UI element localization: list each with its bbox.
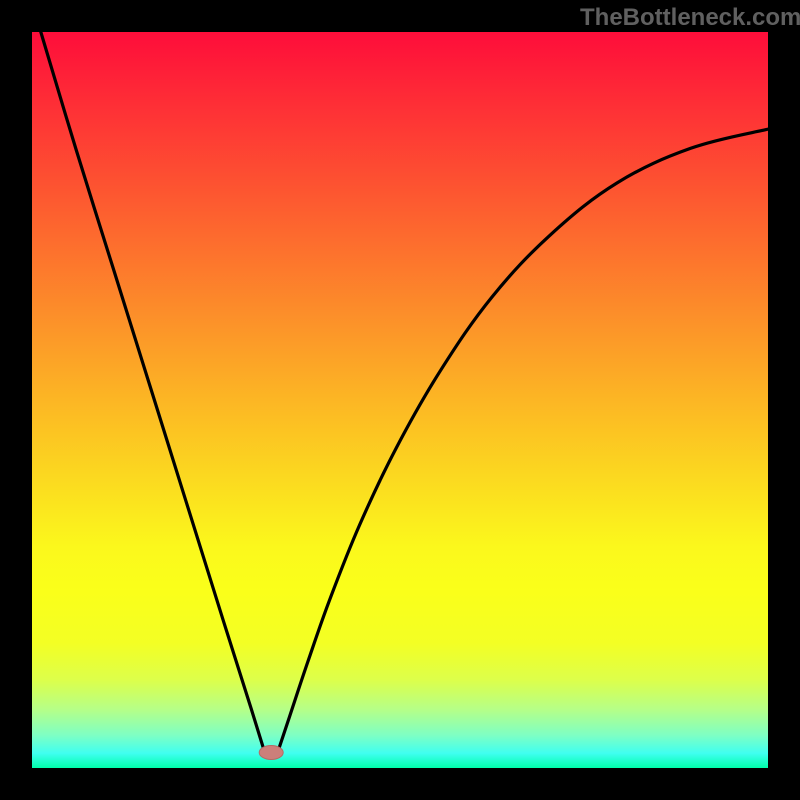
bottleneck-chart — [32, 32, 768, 768]
minimum-marker — [259, 746, 283, 760]
watermark-text: TheBottleneck.com — [580, 4, 800, 32]
chart-background — [32, 32, 768, 768]
